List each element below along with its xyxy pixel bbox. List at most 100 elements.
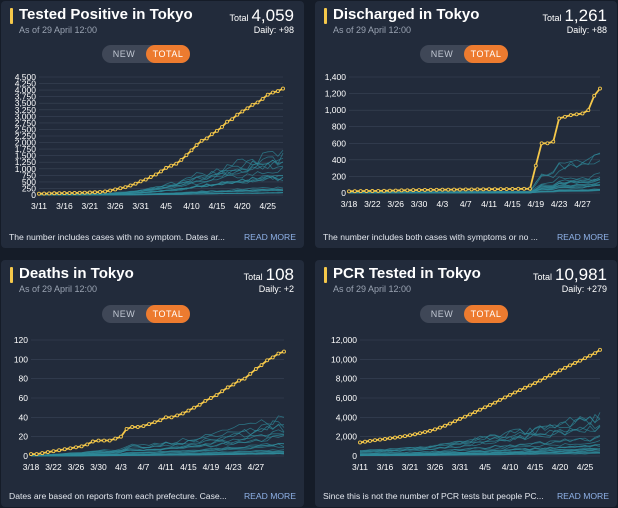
toggle-total-button[interactable]: TOTAL [464, 305, 508, 323]
card-date: As of 29 April 12:00 [333, 284, 412, 294]
tokyo-point [523, 385, 527, 390]
x-tick-label: 4/19 [203, 462, 220, 472]
tokyo-point [364, 189, 369, 193]
tokyo-point [469, 187, 474, 192]
tokyo-point [492, 187, 497, 192]
tokyo-point [433, 427, 437, 432]
y-tick-label: 200 [332, 171, 346, 181]
tokyo-point [508, 392, 512, 397]
toggle-total-button[interactable]: TOTAL [146, 45, 190, 63]
tokyo-point [192, 405, 196, 410]
tokyo-point [164, 165, 169, 170]
tokyo-point [533, 163, 538, 168]
y-tick-label: 3,500 [15, 98, 37, 108]
tokyo-point [47, 191, 52, 196]
daily-value: Daily: +88 [566, 25, 607, 35]
new-total-toggle[interactable]: NEW TOTAL [102, 305, 190, 323]
tokyo-point [443, 423, 447, 428]
tokyo-point [475, 187, 480, 192]
tokyo-point [580, 111, 585, 116]
tokyo-point [446, 187, 451, 192]
card-description: The number includes both cases with symp… [323, 232, 538, 242]
tokyo-point [481, 187, 486, 192]
tokyo-point [214, 393, 219, 398]
tokyo-point [598, 86, 602, 91]
tokyo-point [588, 353, 592, 358]
tokyo-point [208, 396, 213, 400]
toggle-new-button[interactable]: NEW [430, 49, 454, 59]
tokyo-point [124, 426, 129, 431]
toggle-new-button[interactable]: NEW [430, 309, 454, 319]
tokyo-point [388, 436, 392, 441]
toggle-total-button[interactable]: TOTAL [464, 45, 508, 63]
tokyo-point [498, 187, 503, 192]
tokyo-point [473, 410, 477, 415]
read-more-link[interactable]: READ MORE [243, 491, 296, 501]
toggle-new-button[interactable]: NEW [112, 49, 136, 59]
new-total-toggle[interactable]: NEW TOTAL [420, 305, 508, 323]
tokyo-point [57, 448, 62, 453]
tokyo-point [68, 446, 73, 451]
tokyo-point [199, 138, 204, 143]
tokyo-point [282, 349, 286, 354]
toggle-new-button[interactable]: NEW [112, 309, 136, 319]
tokyo-point [184, 153, 189, 158]
tokyo-point [483, 405, 487, 410]
tokyo-point [34, 452, 39, 457]
tokyo-point [528, 383, 532, 388]
tokyo-point [543, 375, 547, 380]
tokyo-point [408, 433, 412, 438]
tokyo-point [493, 400, 497, 405]
tokyo-point [107, 438, 112, 443]
read-more-link[interactable]: READ MORE [556, 491, 609, 501]
tokyo-point [538, 378, 542, 383]
tokyo-point [378, 437, 382, 442]
tokyo-point [62, 191, 67, 196]
tokyo-point [593, 351, 597, 356]
total-box: Total 4,059 [229, 6, 294, 26]
tokyo-point [85, 442, 90, 447]
new-total-toggle[interactable]: NEW TOTAL [420, 45, 508, 63]
tokyo-point [383, 437, 387, 441]
tokyo-point [87, 190, 92, 195]
other-prefecture-line [30, 423, 285, 456]
y-tick-label: 1,400 [325, 72, 347, 82]
y-tick-label: 80 [19, 374, 29, 384]
other-prefecture-line [31, 423, 285, 456]
y-tick-label: 500 [22, 177, 36, 187]
tokyo-point [197, 402, 202, 407]
read-more-link[interactable]: READ MORE [243, 232, 296, 242]
tokyo-point [45, 450, 50, 455]
tokyo-point [551, 139, 556, 144]
toggle-total-button[interactable]: TOTAL [146, 305, 190, 323]
total-label: Total [542, 13, 562, 23]
title-accent-bar [10, 267, 13, 283]
other-prefecture-line [30, 452, 285, 457]
tokyo-point [62, 447, 67, 452]
tokyo-point [583, 356, 587, 361]
tokyo-point [133, 181, 138, 186]
tokyo-point [37, 191, 41, 196]
other-prefecture-line [359, 416, 601, 452]
tokyo-point [220, 389, 225, 394]
y-tick-label: 3,000 [15, 111, 37, 121]
y-tick-label: 3,750 [15, 92, 37, 102]
read-more-link[interactable]: READ MORE [556, 232, 609, 242]
tokyo-point [453, 419, 457, 424]
other-prefecture-line [359, 447, 601, 456]
title-accent-bar [324, 267, 327, 283]
tokyo-point [253, 367, 258, 371]
other-prefecture-line [359, 436, 601, 454]
x-tick-label: 4/5 [479, 462, 491, 472]
tokyo-point [113, 436, 118, 441]
card-description: Dates are based on reports from each pre… [9, 491, 227, 501]
tokyo-point [548, 373, 552, 378]
tokyo-point [411, 188, 416, 193]
tokyo-point [568, 363, 572, 368]
y-tick-label: 1,250 [15, 157, 37, 167]
y-tick-label: 4,500 [15, 72, 37, 82]
y-tick-label: 2,250 [15, 131, 37, 141]
y-tick-label: 40 [19, 412, 29, 422]
tokyo-point [248, 371, 253, 376]
new-total-toggle[interactable]: NEW TOTAL [102, 45, 190, 63]
